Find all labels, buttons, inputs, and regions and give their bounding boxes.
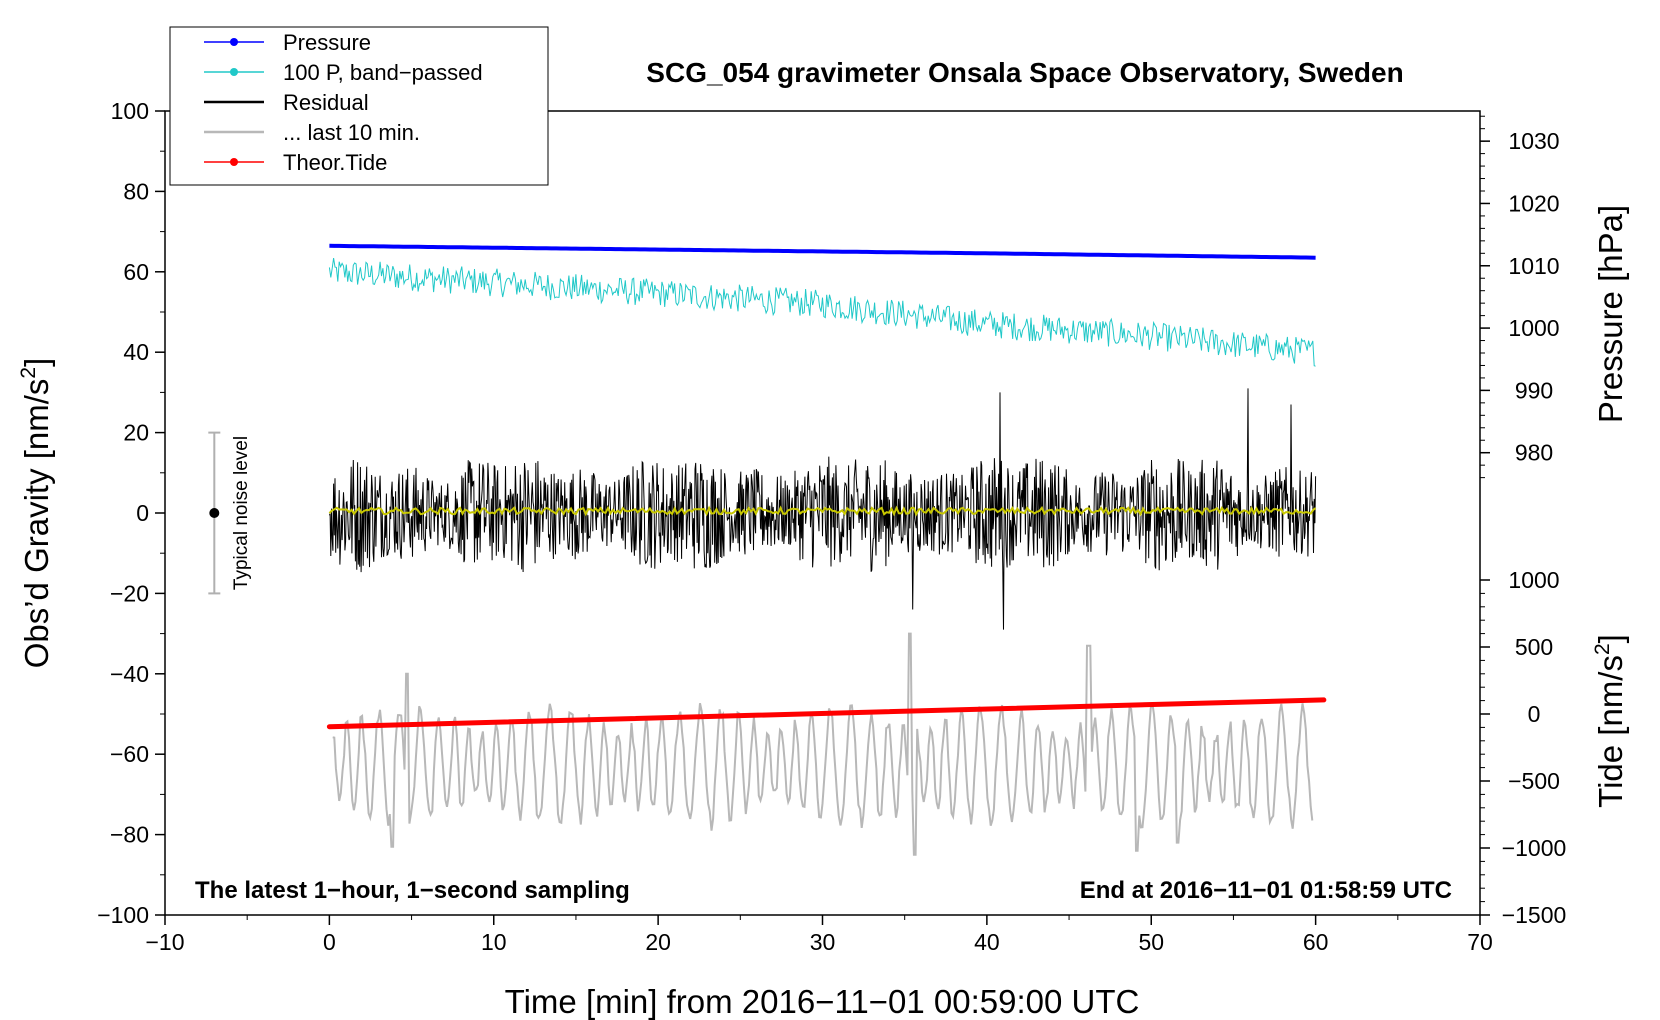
legend-label-theor-tide: Theor.Tide [283,150,387,175]
x-tick-label: −10 [145,929,184,955]
series-layer [326,243,1327,856]
series-residual-smoothed [328,505,1317,517]
y-tick-label: −20 [110,580,149,606]
x-tick-label: 70 [1467,929,1493,955]
y-tick-label: −80 [110,822,149,848]
y-tick-label: 60 [123,259,149,285]
x-tick-label: 0 [323,929,336,955]
tide-tick-label: −1500 [1502,902,1567,928]
annotation-end-time: End at 2016−11−01 01:58:59 UTC [1080,877,1452,904]
y-tick-label: −60 [110,741,149,767]
chart-title: SCG_054 gravimeter Onsala Space Observat… [646,57,1403,88]
pressure-tick-label: 1030 [1508,128,1559,154]
tide-tick-label: −1000 [1502,835,1567,861]
series-theor-tide [326,697,1327,730]
x-axis-label: Time [min] from 2016−11−01 00:59:00 UTC [505,983,1140,1020]
series-residual [328,388,1317,630]
y-axis-label-left-end: ] [18,358,55,367]
x-tick-label: 40 [974,929,1000,955]
pressure-tick-label: 1000 [1508,315,1559,341]
y-axis-label-left-sup: 2 [17,367,40,379]
legend-label-last-10-min: ... last 10 min. [283,120,420,145]
noise-bar-point [209,508,220,518]
y-tick-label: 20 [123,420,149,446]
legend: Pressure 100 P, band−passed Residual ... la… [169,26,549,186]
x-tick-label: 10 [481,929,507,955]
annotation-sampling: The latest 1−hour, 1−second sampling [195,877,630,904]
series--last-10-min [332,632,1314,856]
legend-label-100-p-band-passed: 100 P, band−passed [283,60,483,85]
legend-marker-pressure [230,38,238,46]
y-axis-label-left-text: Obs’d Gravity [nm/s [18,379,55,669]
pressure-tick-label: 1020 [1508,190,1559,216]
pressure-tick-label: 1010 [1508,253,1559,279]
y-tick-label: 40 [123,339,149,365]
series-100-p-band-passed [328,258,1316,367]
pressure-tick-label: 980 [1515,440,1553,466]
x-tick-label: 30 [810,929,836,955]
tide-tick-label: 1000 [1508,567,1559,593]
noise-bar-label: Typical noise level [231,436,252,590]
pressure-tick-label: 990 [1515,377,1553,403]
series-pressure [329,243,1316,260]
x-tick-label: 20 [645,929,671,955]
legend-marker-theor-tide [230,158,238,166]
y-axis-label-tide: Tide [nm/s2] [1591,634,1629,808]
x-tick-label: 60 [1303,929,1329,955]
y-tick-label: 80 [123,178,149,204]
y-axis-label-tide-end: ] [1592,634,1629,643]
tide-tick-label: 500 [1515,634,1553,660]
legend-marker-100-p-band-passed [230,68,238,76]
y-axis-label-tide-sup: 2 [1591,643,1614,655]
x-tick-label: 50 [1138,929,1164,955]
y-axis-label-left: Obs’d Gravity [nm/s2] [17,358,55,669]
noise-bar: Typical noise level [208,431,252,595]
y-tick-label: −40 [110,661,149,687]
axes-layer: −10 0 10 20 30 40 50 60 70−100−80−60−40−20020406… [97,98,1566,955]
y-tick-label: 100 [111,98,149,124]
tide-tick-label: 0 [1528,701,1541,727]
tide-tick-label: −500 [1508,768,1560,794]
legend-label-residual: Residual [283,90,369,115]
legend-label-pressure: Pressure [283,30,371,55]
y-tick-label: −100 [97,902,149,928]
y-tick-label: 0 [136,500,149,526]
y-axis-label-tide-text: Tide [nm/s [1592,655,1629,808]
y-axis-label-pressure: Pressure [hPa] [1592,205,1629,423]
